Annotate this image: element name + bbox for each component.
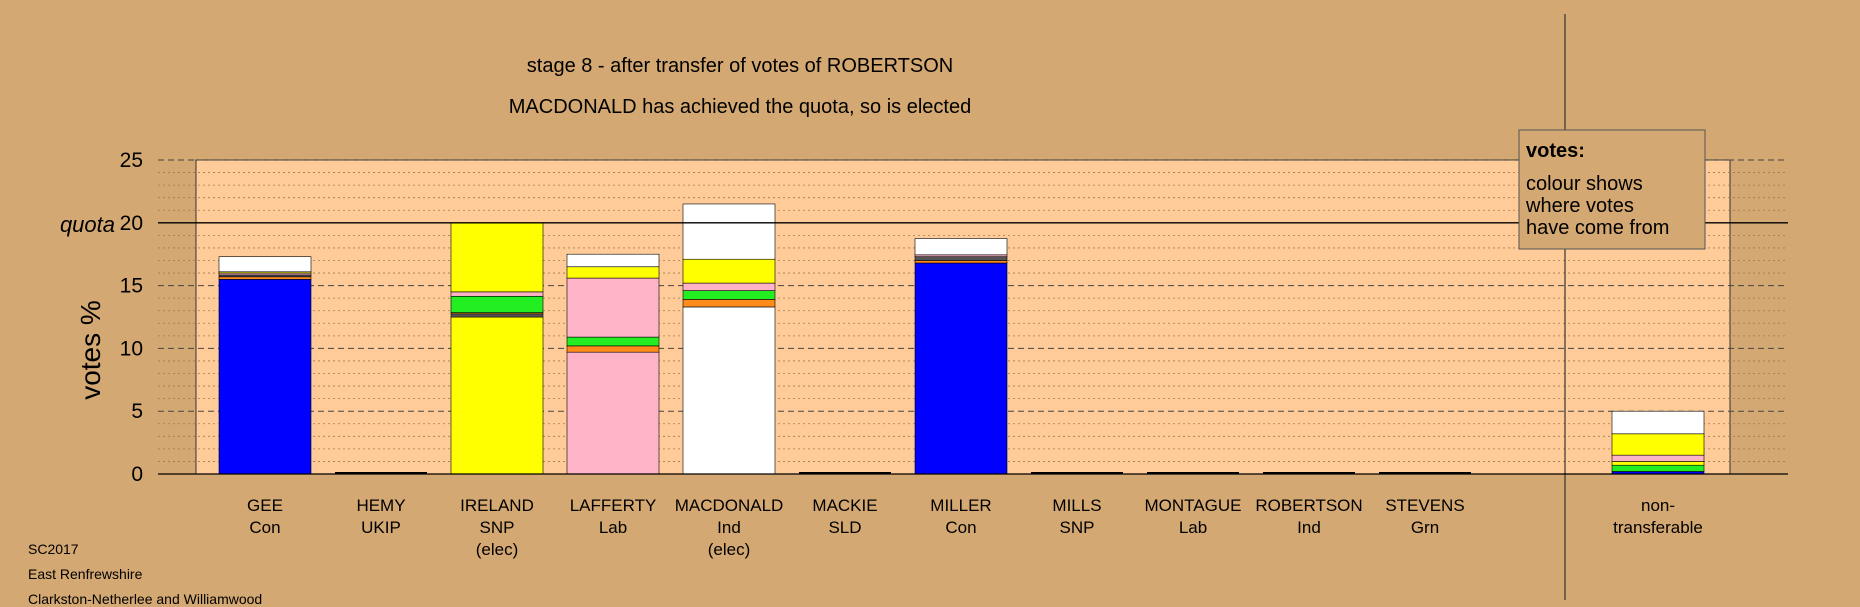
y-tick-label: 0 (131, 463, 143, 486)
y-tick-label: 25 (120, 149, 143, 172)
bar-segment-lafferty (566, 345, 660, 353)
bar-segment-macdonald (682, 203, 776, 260)
bar-segment-gee (218, 279, 312, 475)
bars (218, 203, 1705, 475)
bar-segment-lafferty (566, 277, 660, 338)
bar-segment-miller (914, 238, 1008, 256)
x-tick-label: non- (1641, 496, 1675, 515)
legend-line: colour shows (1526, 173, 1643, 195)
bar-segment-nontransferable (1611, 433, 1705, 456)
bar-segment-nontransferable (1611, 461, 1705, 466)
x-tick-label: transferable (1613, 518, 1703, 537)
x-tick-label: Con (945, 518, 976, 537)
legend-line: where votes (1525, 195, 1634, 217)
y-tick-label: 15 (120, 275, 143, 298)
x-tick-label: (elec) (708, 540, 751, 559)
bar-segment-nontransferable (1611, 454, 1705, 462)
x-tick-label: SNP (480, 518, 515, 537)
y-axis: 0 5 10 15 20 25 (120, 149, 1788, 486)
info-election: SC2017 (28, 541, 79, 557)
x-axis-labels: GEE Con HEMY UKIP IRELAND SNP (elec) LAFFERTY La… (247, 496, 1703, 559)
x-tick-label: ROBERTSON (1255, 496, 1362, 515)
bar-segment-ireland (450, 222, 544, 293)
x-tick-label: SLD (828, 518, 861, 537)
chart-title: stage 8 - after transfer of votes of ROB… (527, 55, 953, 77)
x-tick-label: GEE (247, 496, 283, 515)
y-tick-label: 20 (120, 212, 143, 235)
bar-segment-ireland (450, 313, 544, 318)
chart-subtitle: MACDONALD has achieved the quota, so is … (509, 96, 971, 118)
x-tick-label: HEMY (356, 496, 405, 515)
bar-segment-ireland (450, 291, 544, 297)
x-tick-label: Ind (1297, 518, 1321, 537)
bar-segment-lafferty (566, 266, 660, 279)
y-tick-label: 10 (120, 337, 143, 360)
x-tick-label: MACKIE (812, 496, 877, 515)
x-tick-label: Ind (717, 518, 741, 537)
x-tick-label: SNP (1060, 518, 1095, 537)
x-tick-label: MILLER (930, 496, 991, 515)
x-tick-label: MILLS (1052, 496, 1101, 515)
x-tick-label: (elec) (476, 540, 519, 559)
bar-segment-miller (914, 262, 1008, 475)
x-tick-label: Lab (599, 518, 627, 537)
bar-segment-ireland (450, 295, 544, 313)
bar-segment-gee (218, 256, 312, 273)
bar-segment-lafferty (566, 253, 660, 268)
bar-segment-miller (914, 256, 1008, 261)
x-tick-label: MACDONALD (675, 496, 784, 515)
legend-title: votes: (1526, 140, 1585, 162)
legend-box: votes: colour shows where votes have com… (1518, 129, 1706, 250)
bar-segment-nontransferable (1611, 410, 1705, 435)
x-tick-label: Grn (1411, 518, 1439, 537)
bar-segment-ireland (450, 316, 544, 475)
x-tick-label: Con (249, 518, 280, 537)
x-tick-label: Lab (1179, 518, 1207, 537)
bar-segment-lafferty (566, 351, 660, 475)
info-council: East Renfrewshire (28, 566, 143, 582)
bar-segment-macdonald (682, 306, 776, 475)
x-tick-label: IRELAND (460, 496, 534, 515)
x-tick-label: STEVENS (1385, 496, 1464, 515)
bar-segment-macdonald (682, 282, 776, 291)
legend-line: have come from (1526, 217, 1669, 239)
x-tick-label: UKIP (361, 518, 401, 537)
x-tick-label: LAFFERTY (570, 496, 657, 515)
quota-label: quota (60, 212, 115, 237)
x-tick-label: MONTAGUE (1145, 496, 1242, 515)
bar-segment-lafferty (566, 336, 660, 347)
bar-segment-macdonald (682, 299, 776, 308)
bar-segment-macdonald (682, 290, 776, 300)
bar-segment-macdonald (682, 258, 776, 284)
y-axis-label: votes % (75, 300, 106, 400)
y-tick-label: 5 (131, 400, 143, 423)
bar-segment-gee (218, 276, 312, 280)
bar-segment-nontransferable (1611, 464, 1705, 472)
info-ward: Clarkston-Netherlee and Williamwood (28, 591, 263, 607)
bar-segment-miller (914, 260, 1008, 264)
